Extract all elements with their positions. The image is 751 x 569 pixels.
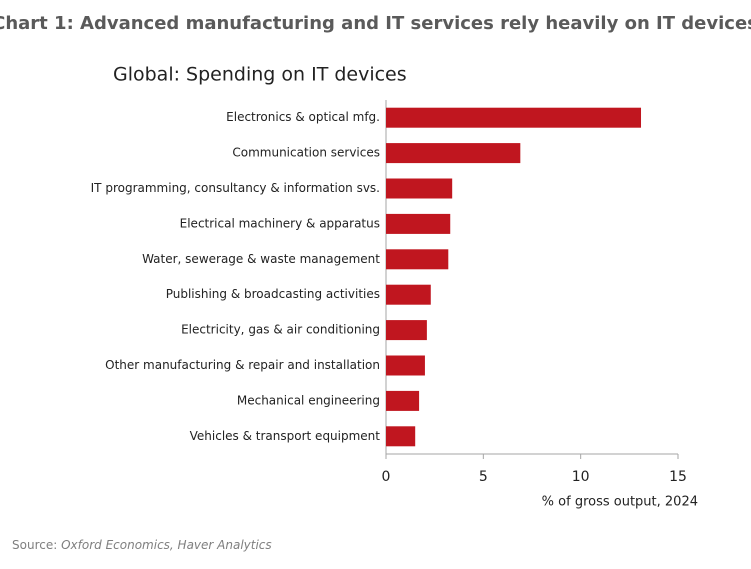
source-label: Source: <box>12 538 57 552</box>
bar <box>386 178 453 199</box>
bar <box>386 320 427 341</box>
y-tick-label: Electrical machinery & apparatus <box>180 216 380 230</box>
bar <box>386 249 449 270</box>
bar <box>386 426 416 447</box>
y-tick-label: Electricity, gas & air conditioning <box>181 323 380 337</box>
y-tick-label: Communication services <box>232 146 380 160</box>
x-tick-label: 15 <box>669 469 687 485</box>
bar <box>386 107 642 128</box>
source: Source: Oxford Economics, Haver Analytic… <box>12 538 272 552</box>
y-tick-label: Publishing & broadcasting activities <box>166 287 380 301</box>
bar <box>386 355 425 376</box>
bar <box>386 213 451 234</box>
bar <box>386 284 431 305</box>
source-text: Oxford Economics, Haver Analytics <box>61 538 272 552</box>
x-tick-label: 10 <box>572 469 590 485</box>
x-tick-label: 5 <box>479 469 488 485</box>
x-tick-label: 0 <box>382 469 391 485</box>
bar <box>386 390 420 411</box>
bar <box>386 143 521 164</box>
y-tick-label: IT programming, consultancy & informatio… <box>91 181 380 195</box>
chart-subtitle: Global: Spending on IT devices <box>113 64 407 86</box>
y-tick-label: Other manufacturing & repair and install… <box>105 358 380 372</box>
y-tick-label: Water, sewerage & waste management <box>142 252 380 266</box>
chart-title: Chart 1: Advanced manufacturing and IT s… <box>0 13 751 34</box>
y-tick-label: Mechanical engineering <box>237 393 380 407</box>
y-tick-label: Electronics & optical mfg. <box>226 110 380 124</box>
x-axis-label: % of gross output, 2024 <box>542 495 698 510</box>
y-tick-label: Vehicles & transport equipment <box>190 429 381 443</box>
